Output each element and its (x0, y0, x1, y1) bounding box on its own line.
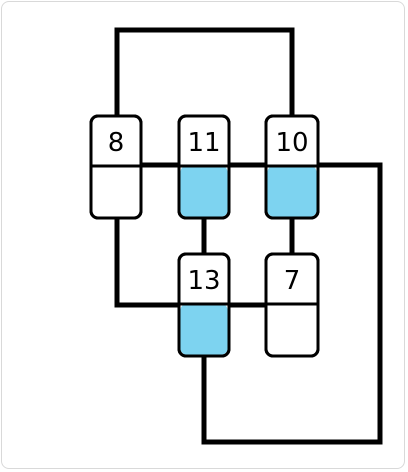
node-8[interactable]: 8 (89, 114, 143, 220)
node-8-slot[interactable] (92, 166, 140, 217)
node-10-slot[interactable] (267, 166, 317, 217)
edge-8-10-top (114, 27, 295, 116)
node-10[interactable]: 10 (264, 114, 320, 220)
node-11-slot[interactable] (180, 166, 228, 217)
node-13[interactable]: 13 (177, 252, 231, 358)
node-7-slot[interactable] (267, 304, 317, 355)
node-13-label: 13 (187, 266, 220, 296)
node-11[interactable]: 11 (177, 114, 231, 220)
node-7[interactable]: 7 (264, 252, 320, 358)
node-7-label: 7 (284, 266, 301, 296)
node-11-label: 11 (187, 128, 220, 158)
connection-lines (114, 27, 383, 445)
edge-8-13 (114, 218, 180, 308)
node-13-slot[interactable] (180, 304, 228, 355)
node-10-label: 10 (275, 128, 308, 158)
node-8-label: 8 (108, 128, 125, 158)
